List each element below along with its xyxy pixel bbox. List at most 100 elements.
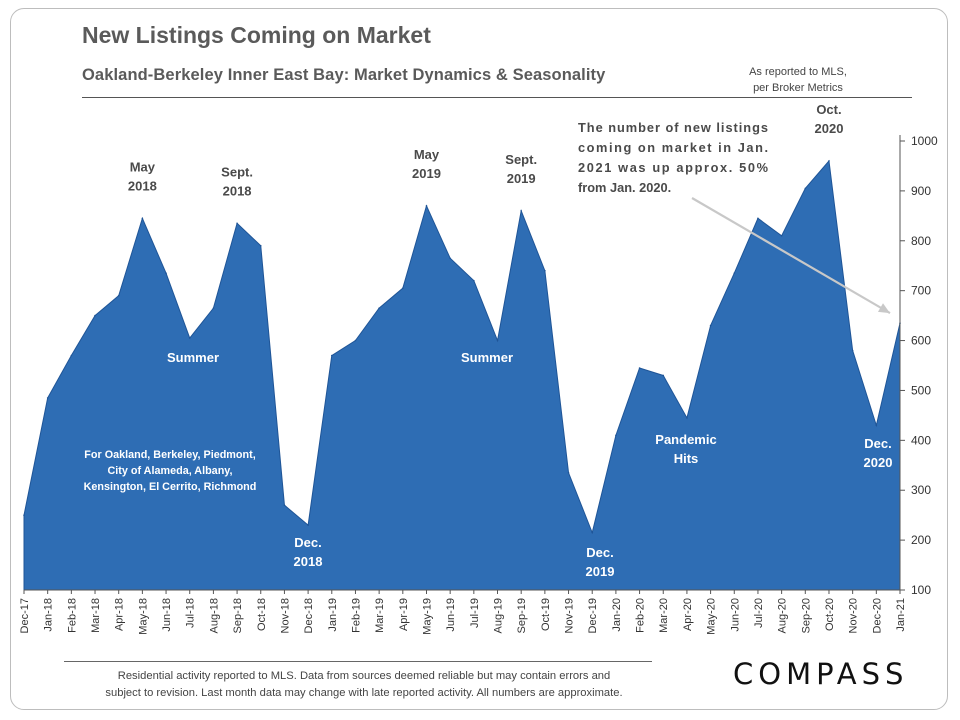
annotation: Dec. 2019 <box>586 545 615 579</box>
data-point <box>307 524 309 526</box>
x-tick-label: Mar-20 <box>658 598 670 633</box>
data-point <box>236 222 238 225</box>
data-point <box>141 217 144 220</box>
annotation-line: Oct. <box>816 102 841 117</box>
x-tick-label: Aug-20 <box>777 598 789 633</box>
x-tick-label: Apr-19 <box>398 598 410 631</box>
x-tick-label: Feb-20 <box>635 598 647 633</box>
x-tick-label: Dec-19 <box>587 598 599 633</box>
footnote-line-1: Residential activity reported to MLS. Da… <box>117 670 611 682</box>
source-line-1: As reported to MLS, <box>749 66 847 78</box>
data-point <box>165 272 167 275</box>
data-point <box>425 205 428 207</box>
x-tick-label: Sep-18 <box>232 598 244 633</box>
annotation-line: Pandemic <box>655 432 716 447</box>
y-tick-label: 100 <box>911 583 931 597</box>
x-tick-label: Mar-19 <box>374 598 386 633</box>
annotation-line: May <box>130 159 156 174</box>
x-tick-label: Mar-18 <box>90 598 102 633</box>
x-tick-label: Feb-18 <box>66 598 78 633</box>
y-tick-label: 500 <box>911 383 931 397</box>
data-point <box>496 339 499 342</box>
annotation: Sept. 2018 <box>221 164 253 198</box>
data-point <box>117 294 120 297</box>
data-point <box>378 307 380 309</box>
annotation-line: 2021 was up approx. 50% <box>578 160 769 175</box>
data-point <box>733 272 736 275</box>
x-tick-label: May-19 <box>421 598 433 635</box>
x-tick-label: Jul-19 <box>469 598 481 628</box>
data-point <box>520 210 522 212</box>
annotation-line: 2018 <box>294 554 323 569</box>
annotation-line: 2019 <box>507 171 536 186</box>
x-tick-label: Jan-19 <box>327 598 339 632</box>
x-tick-label: Jul-20 <box>753 598 765 628</box>
y-tick-label: 300 <box>911 483 931 497</box>
annotation-line: 2018 <box>128 178 157 193</box>
x-tick-label: Dec-17 <box>19 598 31 633</box>
data-point <box>780 234 783 237</box>
x-tick-label: Jan-20 <box>611 598 623 632</box>
annotation-line: Dec. <box>864 436 891 451</box>
y-tick-label: 800 <box>911 234 931 248</box>
footnote: Residential activity reported to MLS. Da… <box>64 668 664 702</box>
annotation-line: Sept. <box>221 164 253 179</box>
compass-logo: COMPASS <box>733 657 909 691</box>
data-point <box>212 307 215 309</box>
series-area <box>23 159 901 591</box>
data-point <box>875 424 878 427</box>
data-point <box>567 471 570 474</box>
annotation-line: City of Alameda, Albany, <box>108 465 233 477</box>
y-tick-label: 400 <box>911 433 931 447</box>
annotation-line: Kensington, El Cerrito, Richmond <box>84 481 257 493</box>
footer-divider <box>64 661 652 662</box>
data-point <box>70 354 73 357</box>
x-tick-label: Jun-20 <box>729 598 741 632</box>
annotation: May 2018 <box>128 159 157 193</box>
annotation-line: coming on market in Jan. <box>578 140 768 155</box>
data-point <box>851 349 854 352</box>
annotation-arrow <box>691 197 891 315</box>
annotation-line: Hits <box>674 451 699 466</box>
x-tick-label: Sep-19 <box>516 598 528 633</box>
data-point <box>473 279 475 282</box>
data-point <box>804 187 807 190</box>
x-tick-label: Apr-20 <box>682 598 694 631</box>
annotation-line: For Oakland, Berkeley, Piedmont, <box>84 449 255 461</box>
data-point <box>46 397 49 399</box>
x-tick-label: Dec-20 <box>871 598 883 633</box>
annotation-line: Dec. <box>586 545 613 560</box>
x-tick-label: Sep-20 <box>800 598 812 633</box>
header-divider <box>82 97 912 98</box>
annotation-line: Sept. <box>505 152 537 167</box>
x-tick-label: Oct-18 <box>256 598 268 631</box>
footnote-line-2: subject to revision. Last month data may… <box>105 687 623 699</box>
data-point <box>544 269 546 272</box>
x-tick-label: Aug-18 <box>208 598 220 633</box>
chart-title: New Listings Coming on Market <box>82 22 431 48</box>
y-tick-label: 600 <box>911 334 931 348</box>
annotation-arrowhead <box>877 303 890 314</box>
annotation: Pandemic Hits <box>655 432 716 466</box>
source-note: As reported to MLS, per Broker Metrics <box>728 64 868 96</box>
data-point <box>94 314 96 317</box>
data-point <box>330 354 333 357</box>
x-tick-label: Apr-18 <box>114 598 126 631</box>
annotation: Dec. 2018 <box>294 535 323 569</box>
annotation-line: 2019 <box>586 564 615 579</box>
x-tick-label: May-20 <box>706 598 718 635</box>
x-tick-label: Aug-19 <box>493 598 505 633</box>
data-point <box>662 374 665 377</box>
data-point <box>591 531 594 534</box>
x-tick-label: May-18 <box>137 598 149 635</box>
data-point <box>402 287 404 289</box>
x-tick-label: Jun-18 <box>161 598 173 632</box>
annotation: For Oakland, Berkeley, Piedmont, City of … <box>84 449 257 493</box>
data-point <box>354 339 357 342</box>
y-tick-label: 900 <box>911 184 931 198</box>
annotation-line: Summer <box>167 350 219 365</box>
source-line-2: per Broker Metrics <box>753 82 843 94</box>
x-tick-label: Feb-19 <box>350 598 362 633</box>
annotation: Summer <box>167 350 219 365</box>
annotation: The number of new listings coming on mark… <box>578 120 769 195</box>
